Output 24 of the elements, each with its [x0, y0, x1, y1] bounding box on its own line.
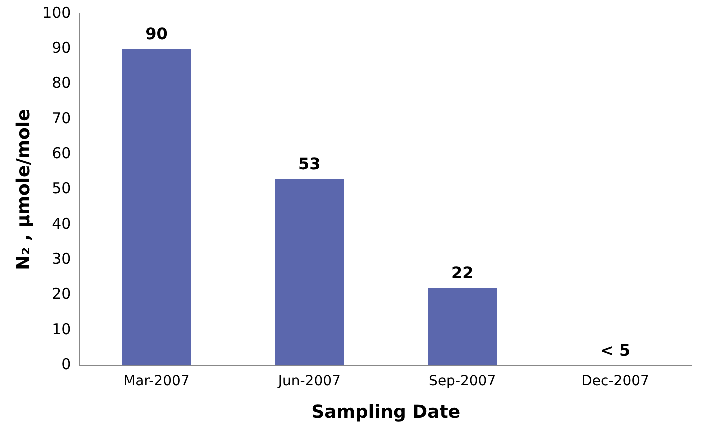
y-axis-title: N₂ , µmole/mole [13, 109, 34, 270]
x-tick-label: Dec-2007 [582, 374, 650, 390]
data-label: 22 [451, 263, 474, 282]
y-tick-label: 100 [42, 4, 72, 22]
y-tick-label: 30 [52, 250, 72, 268]
bar [275, 179, 344, 366]
y-tick-label: 70 [52, 109, 72, 128]
data-label: 53 [298, 154, 321, 174]
y-tick-label: 90 [52, 39, 72, 58]
x-tick-label: Jun-2007 [277, 374, 341, 390]
x-axis-title: Sampling Date [312, 402, 461, 423]
x-tick-label: Sep-2007 [429, 374, 496, 390]
y-tick-label: 20 [52, 285, 72, 304]
y-tick-label: 10 [52, 320, 72, 338]
data-label: 90 [146, 24, 168, 44]
bar [122, 49, 192, 366]
text: < 5 [600, 340, 631, 360]
bar [428, 288, 497, 366]
y-tick-label: 80 [52, 74, 72, 92]
y-tick-label: 60 [52, 144, 72, 163]
x-tick-label: Mar-2007 [124, 374, 190, 390]
y-tick-label: 50 [52, 180, 72, 198]
y-tick-label: 0 [62, 355, 72, 374]
y-tick-label: 40 [52, 214, 72, 233]
